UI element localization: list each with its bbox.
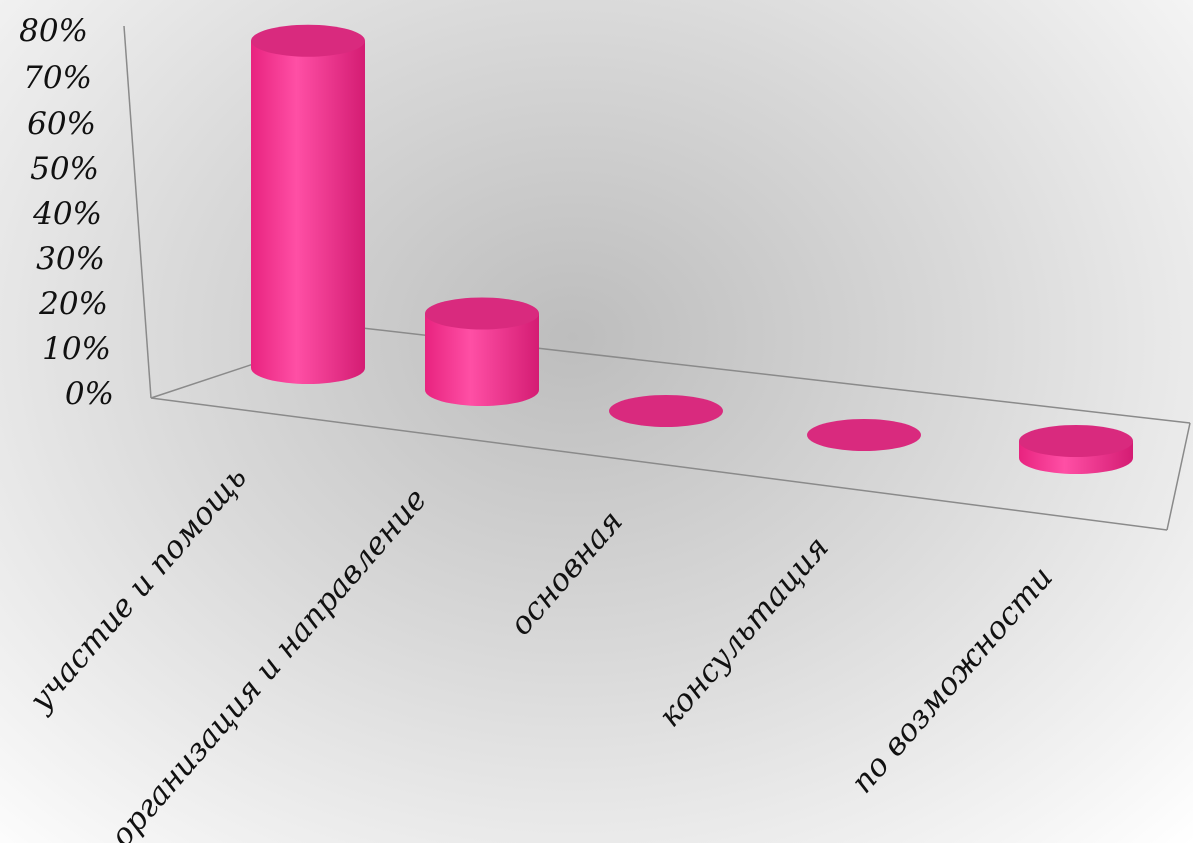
y-tick-label: 80% xyxy=(19,13,88,49)
bar-cylinder xyxy=(1019,425,1133,474)
category-label: основная xyxy=(503,504,630,643)
bar-cylinder xyxy=(807,419,921,451)
y-tick-label: 60% xyxy=(27,106,96,142)
bar-cylinder xyxy=(425,297,539,406)
bar-cylinder xyxy=(609,395,723,427)
bar-body xyxy=(425,313,539,406)
y-tick-label: 20% xyxy=(38,286,108,322)
bar-top xyxy=(251,24,365,57)
y-tick-label: 70% xyxy=(23,60,92,96)
bar-top xyxy=(609,395,723,427)
bars xyxy=(251,24,1133,474)
y-axis-line xyxy=(123,25,152,399)
bar-top xyxy=(1019,425,1133,457)
x-axis-line xyxy=(150,397,1168,531)
category-label: консультация xyxy=(652,530,836,734)
category-label: по возможности xyxy=(844,560,1060,801)
y-tick-label: 50% xyxy=(30,151,99,187)
bar-top xyxy=(807,419,921,451)
category-label: участие и помощь xyxy=(21,460,254,720)
y-tick-label: 0% xyxy=(65,376,114,412)
category-label: организация и направление xyxy=(104,482,434,843)
y-tick-labels: 80% 70% 60% 50% 40% 30% 20% 10% 0% xyxy=(19,13,114,412)
floor-right-edge xyxy=(1166,422,1191,531)
bar-top xyxy=(425,297,539,330)
category-labels: участие и помощь организация и направлен… xyxy=(21,460,1060,843)
y-tick-label: 10% xyxy=(42,331,111,367)
bar-cylinder xyxy=(251,24,365,384)
y-tick-label: 40% xyxy=(32,196,102,232)
bar-body xyxy=(251,40,365,384)
y-tick-label: 30% xyxy=(36,241,105,277)
